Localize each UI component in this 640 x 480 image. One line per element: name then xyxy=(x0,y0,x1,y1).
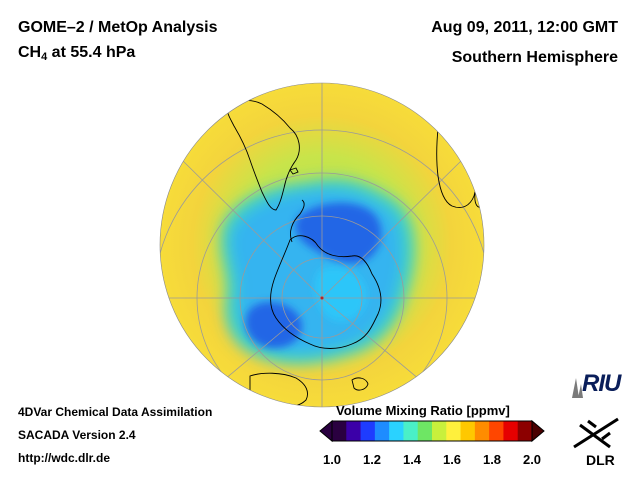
colorbar-segment xyxy=(417,421,433,441)
colorbar-tick-label: 1.2 xyxy=(362,452,382,467)
footer-url[interactable]: http://wdc.dlr.de xyxy=(18,451,110,465)
colorbar-segment xyxy=(432,421,447,441)
vortex-core-secondary xyxy=(245,301,303,349)
species-subscript: 4 xyxy=(41,51,48,63)
colorbar-overflow-arrow xyxy=(531,419,545,443)
colorbar-tick-label: 1.0 xyxy=(322,452,342,467)
colorbar xyxy=(319,419,545,443)
riu-logo-mark xyxy=(572,378,583,398)
antarctica-coast xyxy=(270,235,382,349)
colorbar-segment xyxy=(403,421,419,441)
colorbar-tick-label: 1.8 xyxy=(482,452,502,467)
colorbar-segment xyxy=(460,421,476,441)
colorbar-segment xyxy=(503,421,519,441)
graticule xyxy=(160,83,484,407)
species-label: CH4 at 55.4 hPa xyxy=(18,44,135,63)
vortex-core xyxy=(295,202,382,264)
new-zealand-coast xyxy=(351,377,369,391)
dlr-logo-icon xyxy=(573,417,619,449)
antarctic-peninsula xyxy=(289,199,305,243)
colorbar-segment xyxy=(374,421,390,441)
globe-outline xyxy=(159,82,485,408)
species-level: at 55.4 hPa xyxy=(47,44,136,61)
colorbar-segment xyxy=(446,421,462,441)
hemisphere-label: Southern Hemisphere xyxy=(451,49,618,66)
colorbar-tick-label: 1.6 xyxy=(442,452,462,467)
colorbar-tick-label: 2.0 xyxy=(522,452,542,467)
footer-line-2: SACADA Version 2.4 xyxy=(18,428,136,442)
colorbar-segment xyxy=(360,421,376,441)
colorbar-tick-label: 1.4 xyxy=(402,452,422,467)
south-pole-marker xyxy=(320,296,324,300)
colorbar-segment xyxy=(346,421,362,441)
riu-logo-text: RIU xyxy=(582,370,621,397)
dlr-logo-text: DLR xyxy=(586,452,615,468)
colorbar-frame xyxy=(331,420,533,442)
falklands xyxy=(289,167,299,175)
date-label: Aug 09, 2011, 12:00 GMT xyxy=(431,19,618,36)
chart-title: GOME–2 / MetOp Analysis xyxy=(18,19,218,36)
south-america-coast xyxy=(227,100,300,211)
colorbar-segment xyxy=(474,421,490,441)
vortex-inner-light xyxy=(314,266,367,322)
species-main: CH xyxy=(18,44,42,61)
colorbar-underflow-arrow xyxy=(319,419,333,443)
colorbar-segment xyxy=(332,421,347,441)
footer-line-1: 4DVar Chemical Data Assimilation xyxy=(18,405,213,419)
colorbar-segment xyxy=(517,421,533,441)
colorbar-segment xyxy=(389,421,404,441)
colorbar-segment xyxy=(489,421,504,441)
colorbar-label: Volume Mixing Ratio [ppmv] xyxy=(336,403,510,418)
